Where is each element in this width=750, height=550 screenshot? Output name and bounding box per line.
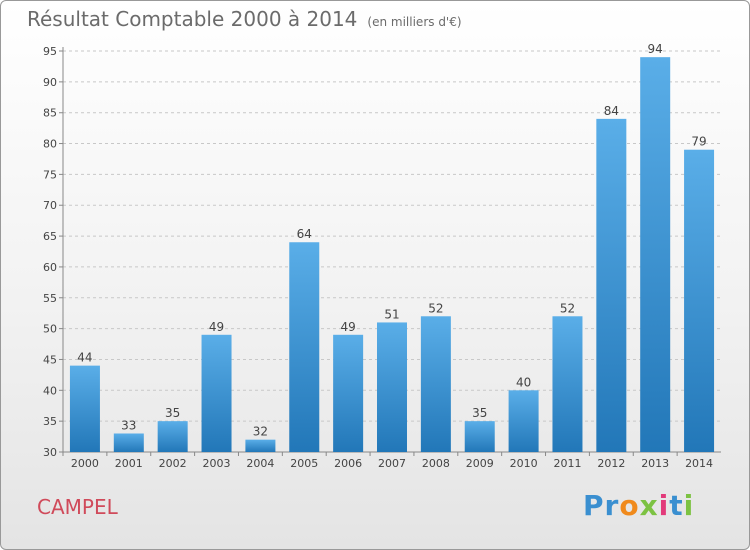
chart-subtitle: (en milliers d'€): [367, 15, 462, 29]
bar: [157, 421, 188, 452]
x-tick-label: 2012: [597, 457, 625, 470]
y-tick-label: 60: [43, 261, 57, 274]
y-tick-label: 75: [43, 168, 57, 181]
y-tick-label: 85: [43, 107, 57, 120]
logo-letter: P: [583, 489, 605, 522]
y-tick-label: 80: [43, 138, 57, 151]
bar-value-label: 51: [384, 307, 399, 321]
logo-letter: r: [604, 489, 620, 522]
x-tick-label: 2009: [466, 457, 494, 470]
bar-value-label: 40: [516, 375, 531, 389]
bar: [420, 316, 451, 452]
x-tick-label: 2013: [641, 457, 669, 470]
bar-value-label: 35: [165, 406, 180, 420]
y-tick-label: 45: [43, 353, 57, 366]
x-tick-label: 2005: [290, 457, 318, 470]
bar: [640, 57, 671, 453]
logo-letter: x: [639, 489, 659, 522]
logo-letter: o: [619, 489, 640, 522]
logo-letter: i: [658, 489, 670, 522]
y-tick-label: 90: [43, 76, 57, 89]
y-tick-label: 40: [43, 384, 57, 397]
bar-value-label: 52: [560, 301, 575, 315]
x-tick-label: 2004: [246, 457, 274, 470]
bar: [552, 316, 583, 452]
bar-value-label: 49: [340, 320, 355, 334]
y-tick-label: 55: [43, 292, 57, 305]
y-tick-label: 70: [43, 199, 57, 212]
x-tick-label: 2011: [553, 457, 581, 470]
x-tick-label: 2006: [334, 457, 362, 470]
y-tick-label: 30: [43, 446, 57, 459]
bar: [684, 149, 715, 452]
bar: [596, 118, 627, 452]
bar: [69, 365, 100, 452]
x-tick-label: 2002: [159, 457, 187, 470]
bar-value-label: 52: [428, 301, 443, 315]
bar-value-label: 44: [77, 351, 92, 365]
bar-value-label: 35: [472, 406, 487, 420]
proxiti-logo: Proxiti: [583, 489, 694, 522]
bar-value-label: 94: [648, 42, 663, 56]
logo-letter: i: [683, 489, 695, 522]
x-tick-label: 2001: [115, 457, 143, 470]
bar-value-label: 49: [209, 320, 224, 334]
commune-name: CAMPEL: [37, 495, 118, 519]
bar: [245, 439, 276, 452]
x-tick-label: 2000: [71, 457, 99, 470]
bar-value-label: 33: [121, 418, 136, 432]
logo-letter: t: [669, 489, 684, 522]
bar: [289, 242, 320, 452]
y-tick-label: 35: [43, 415, 57, 428]
y-tick-label: 95: [43, 45, 57, 58]
bar: [201, 334, 232, 452]
bar-value-label: 32: [253, 425, 268, 439]
x-tick-label: 2010: [510, 457, 538, 470]
chart-title-text: Résultat Comptable 2000 à 2014: [27, 7, 358, 31]
x-tick-label: 2007: [378, 457, 406, 470]
bar: [464, 421, 495, 452]
y-tick-label: 65: [43, 230, 57, 243]
bar-value-label: 64: [297, 227, 312, 241]
bar-value-label: 84: [604, 104, 619, 118]
bar: [508, 390, 539, 452]
bar: [377, 322, 407, 452]
bar: [333, 334, 364, 452]
x-tick-label: 2008: [422, 457, 450, 470]
bar: [113, 433, 144, 452]
chart-title: Résultat Comptable 2000 à 2014 (en millie…: [27, 7, 462, 31]
bar-value-label: 79: [691, 135, 706, 149]
y-tick-label: 50: [43, 323, 57, 336]
x-tick-label: 2014: [685, 457, 713, 470]
x-tick-label: 2003: [203, 457, 231, 470]
